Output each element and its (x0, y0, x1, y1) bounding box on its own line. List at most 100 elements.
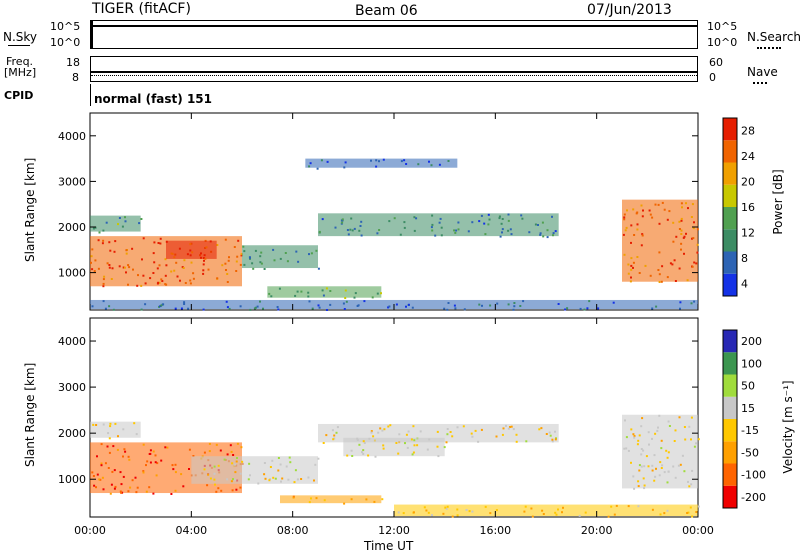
power-cell (160, 304, 163, 307)
power-colorbar-label: Power [dB] (771, 169, 785, 235)
velocity-cell (423, 506, 426, 509)
power-cell (624, 229, 627, 232)
power-cell (680, 219, 683, 222)
velocity-cell (470, 432, 473, 435)
power-cell (513, 302, 516, 304)
velocity-cell (584, 511, 587, 514)
velocity-cell (632, 475, 635, 478)
power-cell (191, 251, 194, 254)
velocity-region-1 (90, 421, 141, 438)
power-cell (478, 303, 481, 306)
power-cell (376, 292, 379, 295)
velocity-cell (484, 505, 487, 508)
nave-label: Nave (747, 65, 778, 79)
power-colorbar-tick: 8 (741, 252, 748, 265)
velocity-cell (268, 479, 271, 482)
power-cell (236, 255, 239, 258)
power-cell (158, 305, 161, 308)
power-colorbar-segment (723, 184, 737, 207)
power-cell (405, 163, 408, 165)
velocity-cell (661, 464, 664, 467)
power-cell (630, 268, 633, 271)
power-cell (171, 252, 174, 255)
velocity-cell (410, 438, 413, 441)
velocity-cell (446, 428, 449, 430)
velocity-cell (247, 478, 250, 481)
velocity-cell (654, 475, 657, 478)
power-cell (173, 269, 176, 272)
velocity-cell (645, 455, 648, 458)
power-cell (661, 265, 664, 268)
power-cell (273, 259, 276, 262)
radar-title: TIGER (fitACF) (92, 1, 191, 17)
power-cell (202, 269, 205, 272)
velocity-cell (545, 433, 548, 435)
power-cell (170, 270, 173, 273)
velocity-cell (119, 471, 122, 474)
power-cell (159, 237, 162, 240)
velocity-cell (160, 459, 163, 462)
power-cell (183, 301, 186, 304)
velocity-cell (235, 488, 238, 491)
power-cell (256, 305, 259, 308)
power-cell (127, 264, 130, 267)
power-cell (691, 237, 693, 240)
velocity-cell (96, 455, 98, 458)
power-cell (640, 204, 643, 207)
velocity-cell (653, 479, 656, 482)
power-cell (692, 227, 695, 230)
velocity-cell (551, 440, 554, 443)
power-cell (272, 248, 275, 251)
power-cell (405, 305, 407, 308)
power-cell (625, 226, 628, 229)
power-region-7 (622, 199, 698, 282)
velocity-cell (425, 509, 428, 512)
velocity-cell (642, 449, 645, 452)
velocity-cell (442, 512, 445, 515)
velocity-cell (322, 442, 325, 444)
power-cell (636, 256, 639, 258)
power-cell (359, 225, 362, 227)
velocity-cell (263, 473, 266, 476)
power-cell (546, 236, 549, 239)
power-cell (353, 296, 356, 299)
velocity-cell (174, 463, 177, 466)
velocity-colorbar-tick: -100 (741, 469, 766, 482)
velocity-cell (665, 449, 668, 452)
velocity-cell (145, 490, 148, 493)
power-cell (666, 276, 669, 279)
velocity-cell (109, 422, 112, 425)
power-cell (484, 233, 487, 236)
velocity-colorbar-segment (723, 396, 737, 419)
power-cell (400, 160, 403, 163)
power-cell (254, 306, 257, 309)
power-cell (113, 250, 116, 253)
power-cell (680, 248, 682, 251)
power-cell (225, 300, 228, 303)
power-cell (507, 219, 510, 222)
power-cell (178, 247, 181, 250)
velocity-cell (667, 451, 670, 454)
power-cell (160, 278, 163, 281)
velocity-cell (555, 513, 558, 516)
velocity-cell (206, 484, 209, 487)
velocity-cell (292, 496, 295, 499)
power-region-5 (267, 286, 382, 298)
power-cell (125, 271, 127, 274)
power-cell (108, 264, 111, 266)
power-cell (97, 239, 100, 242)
power-cell (262, 307, 264, 310)
power-cell (579, 307, 582, 310)
velocity-cell (637, 480, 640, 483)
velocity-cell (149, 461, 152, 464)
power-colorbar-tick: 4 (741, 277, 748, 290)
velocity-cell (241, 460, 244, 463)
velocity-cell (625, 436, 628, 439)
power-cell (685, 202, 687, 205)
power-cell (382, 158, 385, 161)
velocity-cell (383, 428, 386, 431)
power-cell (286, 260, 289, 263)
velocity-cell (689, 506, 692, 509)
power-cell (431, 214, 434, 217)
power-cell (498, 217, 501, 220)
